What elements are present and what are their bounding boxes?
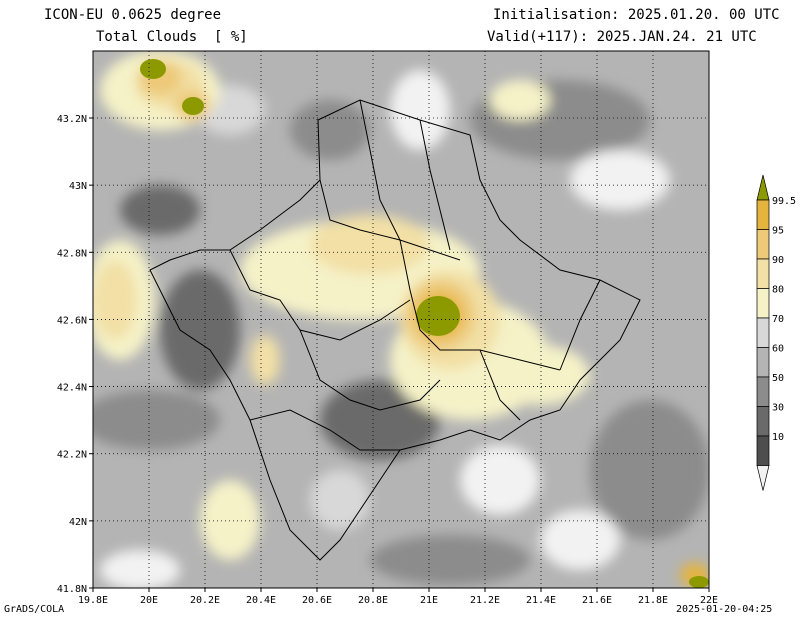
- colorbar-bottom-arrow: [756, 465, 770, 491]
- colorbar-segment: [756, 229, 770, 260]
- x-tick-label: 20E: [140, 595, 158, 606]
- colorbar-segment: [756, 258, 770, 289]
- colorbar-segment: [756, 435, 770, 466]
- colorbar-label: 99.5: [772, 196, 796, 207]
- x-axis-ticks: 19.8E 20E 20.2E 20.4E 20.6E 20.8E 21E 21.2E 21.4…: [78, 588, 718, 606]
- colorbar-top-arrow: [756, 174, 770, 201]
- valid-time: Valid(+117): 2025.JAN.24. 21 UTC: [487, 29, 757, 45]
- colorbar-label: 80: [772, 285, 784, 296]
- variable-title: Total Clouds [ %]: [96, 29, 248, 45]
- model-title: ICON-EU 0.0625 degree: [44, 7, 222, 23]
- colorbar-segment: [756, 199, 770, 230]
- y-tick-label: 43.2N: [57, 114, 87, 125]
- colorbar-label: 95: [772, 226, 784, 237]
- y-tick-label: 42.2N: [57, 450, 87, 461]
- border-lines: [149, 99, 641, 561]
- y-tick-label: 41.8N: [57, 584, 87, 595]
- x-tick-label: 21.4E: [526, 595, 556, 606]
- footer-timestamp: 2025-01-20-04:25: [676, 604, 773, 615]
- colorbar-label: 90: [772, 255, 784, 266]
- colorbar-segment: [756, 317, 770, 348]
- colorbar-segment: [756, 347, 770, 378]
- y-tick-label: 43N: [69, 181, 87, 192]
- x-tick-label: 22E: [700, 595, 718, 606]
- y-tick-label: 42N: [69, 517, 87, 528]
- initialisation-time: Initialisation: 2025.01.20. 00 UTC: [493, 7, 780, 23]
- x-tick-label: 20.6E: [302, 595, 332, 606]
- y-tick-label: 42.4N: [57, 383, 87, 394]
- colorbar: 99.5 95 90 80 70 60 50 30 10: [756, 174, 796, 491]
- x-tick-label: 19.8E: [78, 595, 108, 606]
- y-tick-label: 42.8N: [57, 248, 87, 259]
- colorbar-label: 60: [772, 344, 784, 355]
- colorbar-label: 70: [772, 314, 784, 325]
- y-axis-ticks: 43.2N 43N 42.8N 42.6N 42.4N 42.2N 42N 41.8N: [57, 114, 93, 595]
- x-tick-label: 21.2E: [470, 595, 500, 606]
- colorbar-segment: [756, 406, 770, 437]
- colorbar-label: 10: [772, 432, 784, 443]
- colorbar-label: 30: [772, 403, 784, 414]
- footer-grads-label: GrADS/COLA: [4, 604, 65, 615]
- colorbar-segment: [756, 376, 770, 407]
- x-tick-label: 21.8E: [638, 595, 668, 606]
- colorbar-label: 50: [772, 373, 784, 384]
- x-tick-label: 20.2E: [190, 595, 220, 606]
- colorbar-segment: [756, 288, 770, 319]
- y-tick-label: 42.6N: [57, 315, 87, 326]
- x-tick-label: 20.8E: [358, 595, 388, 606]
- x-tick-label: 21E: [420, 595, 438, 606]
- x-tick-label: 21.6E: [582, 595, 612, 606]
- cloud-field: [93, 51, 709, 588]
- grid-lines: [93, 51, 709, 588]
- x-tick-label: 20.4E: [246, 595, 276, 606]
